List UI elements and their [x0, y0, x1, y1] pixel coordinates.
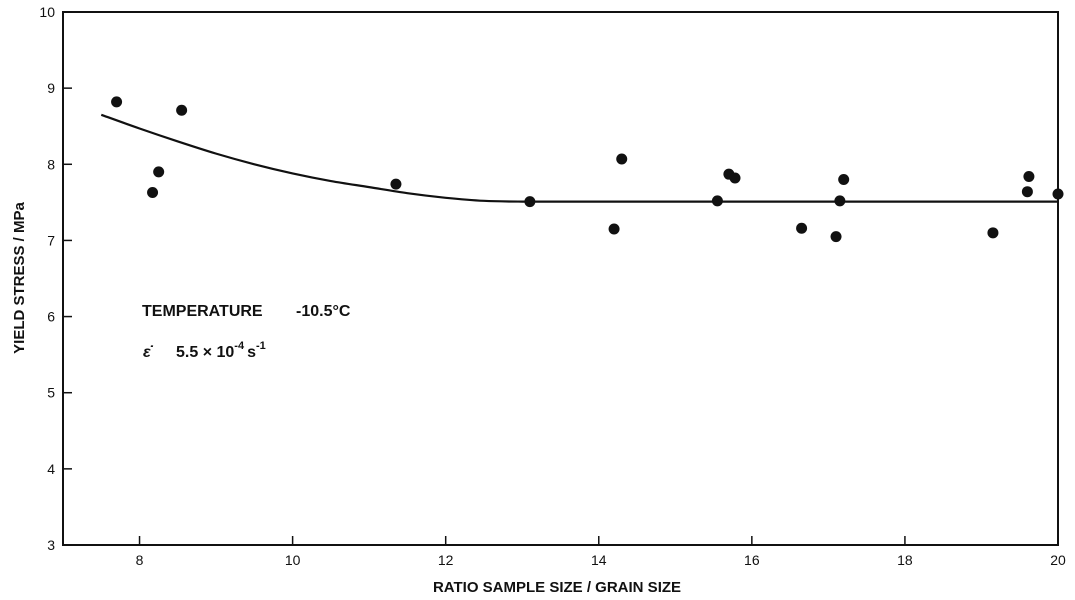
data-point	[608, 223, 620, 235]
ticks: 8 10 12 14 16 18 20 3 4 5 6 7 8 9 10	[39, 4, 1066, 568]
x-tick-label: 10	[285, 552, 301, 568]
x-tick-label: 12	[438, 552, 454, 568]
fit-curve	[100, 113, 1058, 203]
data-point	[111, 96, 123, 108]
strain-rate-exponent: -4	[234, 340, 245, 352]
data-point	[711, 195, 723, 207]
x-tick-label: 20	[1050, 552, 1066, 568]
y-tick-label: 4	[47, 461, 55, 477]
data-point	[838, 174, 850, 186]
y-tick-label: 8	[47, 156, 55, 172]
x-tick-label: 16	[744, 552, 760, 568]
fit-curve-layer	[100, 113, 1058, 203]
y-tick-label: 9	[47, 80, 55, 96]
data-point	[390, 178, 402, 190]
data-point	[987, 227, 999, 239]
y-tick-label: 3	[47, 537, 55, 553]
data-point	[616, 153, 628, 165]
y-tick-label: 7	[47, 232, 55, 248]
strain-rate-symbol: ε̇	[143, 344, 154, 361]
data-point	[834, 195, 846, 207]
data-point	[1023, 170, 1035, 182]
data-point	[1052, 188, 1064, 200]
strain-rate-unit: s	[247, 344, 256, 361]
data-point	[830, 231, 842, 243]
strain-rate-mantissa: 5.5 × 10	[176, 344, 234, 361]
x-axis-title: RATIO SAMPLE SIZE / GRAIN SIZE	[433, 579, 681, 596]
data-point	[147, 186, 159, 198]
y-axis-title: YIELD STRESS / MPa	[11, 201, 28, 353]
data-point	[1021, 186, 1033, 198]
y-tick-label: 6	[47, 309, 55, 325]
strain-rate-unit-exponent: -1	[256, 340, 266, 352]
y-tick-label: 5	[47, 385, 55, 401]
axes	[62, 11, 1059, 546]
strain-rate-value: 5.5 × 10-4 s-1	[176, 340, 266, 361]
y-tick-label: 10	[39, 4, 55, 20]
temperature-label: TEMPERATURE	[142, 303, 263, 320]
temperature-value: -10.5°C	[296, 303, 351, 320]
x-tick-label: 18	[897, 552, 913, 568]
data-point	[524, 196, 536, 208]
annotation-block: TEMPERATURE -10.5°C ε̇ 5.5 × 10-4 s-1	[142, 303, 351, 361]
data-point	[153, 166, 165, 178]
data-points	[111, 96, 1064, 243]
data-point	[796, 222, 808, 234]
data-point	[176, 104, 188, 116]
data-point	[729, 172, 741, 184]
plot-frame	[62, 11, 1059, 546]
x-tick-label: 8	[136, 552, 144, 568]
x-tick-label: 14	[591, 552, 607, 568]
